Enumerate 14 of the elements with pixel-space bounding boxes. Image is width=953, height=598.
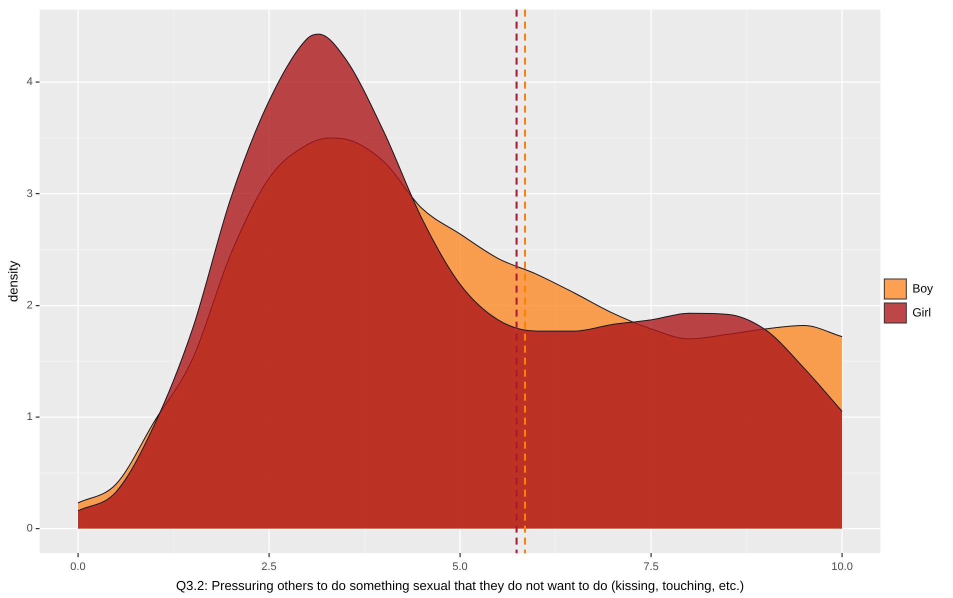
y-tick-label: 3 xyxy=(26,188,33,200)
y-tick-label: 2 xyxy=(26,299,33,312)
x-tick-label: 2.5 xyxy=(261,560,277,573)
x-tick-label: 0.0 xyxy=(70,560,86,573)
x-tick-label: 5.0 xyxy=(452,560,468,573)
x-tick-label: 7.5 xyxy=(643,560,659,573)
y-axis-title: density xyxy=(5,260,20,302)
y-tick-label: 4 xyxy=(26,76,33,88)
legend-label: Boy xyxy=(912,281,934,296)
y-tick-label: 1 xyxy=(26,411,33,424)
y-tick-label: 0 xyxy=(26,522,33,535)
x-axis-title: Q3.2: Pressuring others to do something sexual that they do not want to do (kissing, touching, etc.) xyxy=(176,578,744,593)
x-tick-label: 10.0 xyxy=(831,560,853,573)
legend-label: Girl xyxy=(912,305,931,320)
